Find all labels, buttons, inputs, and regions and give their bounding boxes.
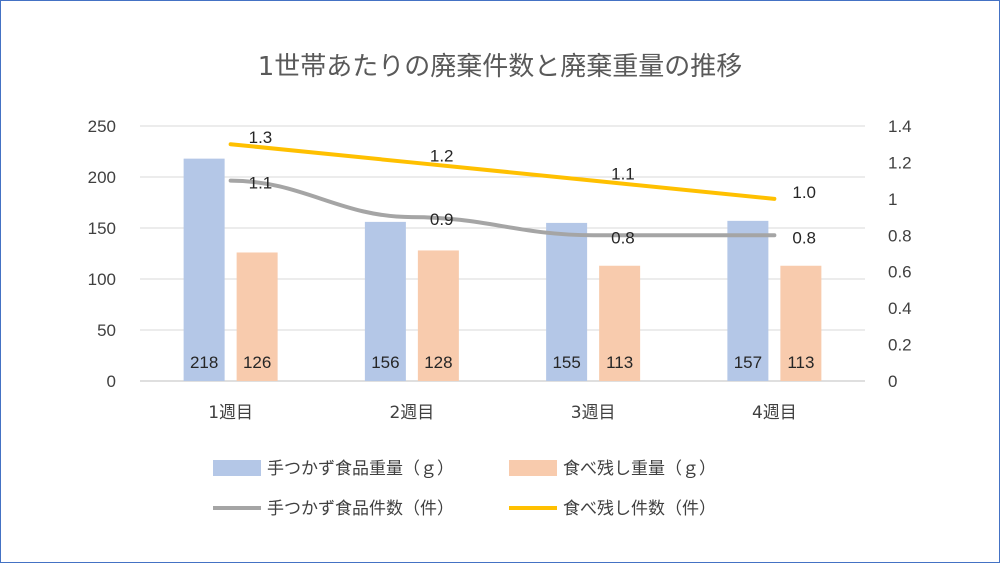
line-data-label: 0.8 [792,228,816,247]
left-tick-label: 0 [107,372,116,391]
left-tick-label: 100 [88,270,116,289]
legend: 手つかず食品重量（ｇ） 食べ残し重量（ｇ） 手つかず食品件数（件） 食べ残し件数（件） [213,459,716,519]
bar-data-label: 218 [190,353,218,372]
bars: 218 126 156 128 155 113 157 113 [183,158,822,381]
legend-swatch [213,460,261,476]
right-axis: 0 0.2 0.4 0.6 0.8 1 1.2 1.4 [888,117,912,391]
bar-data-label: 113 [787,353,814,372]
category-label: 1週目 [208,403,253,423]
bar [183,158,225,381]
right-tick-label: 0 [888,372,897,391]
line-data-label: 0.8 [611,228,635,247]
bar [727,220,769,381]
line-data-label: 1.2 [430,146,454,165]
bar-data-label: 157 [734,353,762,372]
right-tick-label: 0.4 [888,299,912,318]
line-data-label: 1.3 [249,128,273,147]
bar [599,265,641,381]
legend-label: 食べ残し件数（件） [563,499,716,519]
legend-label: 食べ残し重量（ｇ） [563,459,716,479]
bar-data-label: 113 [606,353,633,372]
bar [546,222,588,381]
right-tick-label: 1.2 [888,153,912,172]
left-tick-label: 50 [97,321,116,340]
bar-data-label: 155 [552,353,580,372]
category-label: 2週目 [389,403,434,423]
right-tick-label: 0.2 [888,336,912,355]
right-tick-label: 1 [888,190,897,209]
bar-data-label: 156 [371,353,399,372]
category-label: 3週目 [571,403,616,423]
bar [236,252,278,381]
right-tick-label: 0.6 [888,263,912,282]
chart-title: 1世帯あたりの廃棄件数と廃棄重量の推移 [258,52,743,82]
category-label: 4週目 [752,403,797,423]
bar [780,265,822,381]
x-axis: 1週目 2週目 3週目 4週目 [208,403,797,423]
series-line [228,142,777,201]
bar-data-label: 126 [243,353,271,372]
line-data-label: 1.0 [792,183,816,202]
legend-label: 手つかず食品件数（件） [267,499,454,519]
legend-swatch [509,460,557,476]
right-tick-label: 1.4 [888,117,912,136]
series-line [228,178,777,238]
line-data-label: 1.1 [611,165,635,184]
line-data-label: 1.1 [249,174,273,193]
left-tick-label: 150 [88,219,116,238]
legend-label: 手つかず食品重量（ｇ） [267,459,454,479]
right-tick-label: 0.8 [888,226,912,245]
line-data-label: 0.9 [430,210,454,229]
lines: 1.1 0.9 0.8 0.8 1.3 1.2 1.1 1.0 [228,128,816,247]
left-tick-label: 250 [88,117,116,136]
left-axis: 0 50 100 150 200 250 [88,117,116,391]
left-tick-label: 200 [88,168,116,187]
bar [417,250,459,381]
bar-data-label: 128 [424,353,452,372]
bar [364,221,406,381]
